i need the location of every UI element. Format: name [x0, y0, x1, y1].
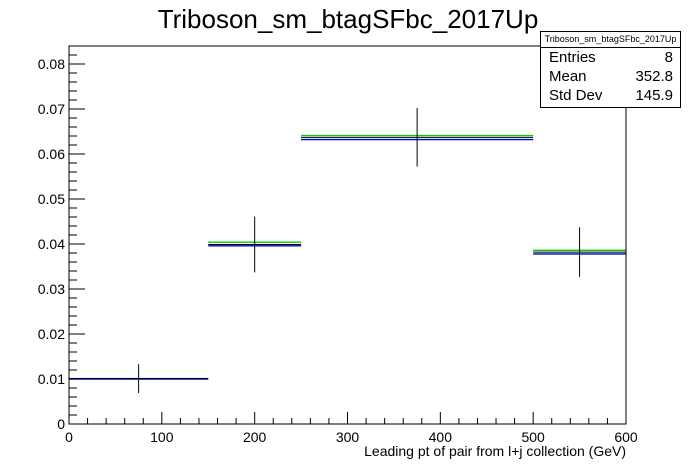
stats-value: 145.9 [635, 87, 673, 104]
y-tick-label: 0.08 [38, 56, 65, 72]
histogram-bins [69, 108, 626, 393]
stats-row-stddev: Std Dev 145.9 [541, 86, 680, 105]
stats-row-mean: Mean 352.8 [541, 67, 680, 86]
x-tick-label: 300 [336, 429, 360, 445]
plot-frame [68, 45, 627, 425]
stats-value: 8 [664, 49, 673, 66]
stats-box-name: Triboson_sm_btagSFbc_2017Up [541, 32, 680, 48]
stats-value: 352.8 [635, 68, 673, 85]
y-tick-label: 0 [57, 416, 65, 432]
stats-box: Triboson_sm_btagSFbc_2017Up Entries 8 Me… [540, 31, 681, 108]
y-tick-label: 0.05 [38, 191, 65, 207]
chart-title: Triboson_sm_btagSFbc_2017Up [157, 4, 539, 34]
stats-label: Entries [549, 49, 596, 66]
x-tick-label: 400 [429, 429, 453, 445]
stats-label: Mean [549, 68, 587, 85]
y-tick-label: 0.07 [38, 101, 65, 117]
y-tick-label: 0.04 [38, 236, 65, 252]
y-tick-label: 0.01 [38, 371, 65, 387]
x-tick-label: 500 [521, 429, 545, 445]
stats-row-entries: Entries 8 [541, 48, 680, 67]
x-axis-label: Leading pt of pair from l+j collection (… [364, 443, 626, 459]
y-tick-label: 0.02 [38, 326, 65, 342]
x-tick-label: 0 [65, 429, 73, 445]
y-tick-label: 0.03 [38, 281, 65, 297]
x-tick-label: 100 [150, 429, 174, 445]
x-tick-label: 600 [614, 429, 638, 445]
axis-ticks: 0 100 200 300 400 500 600 0 0.01 0.02 0.03 0.04 0.05… [38, 45, 638, 445]
stats-label: Std Dev [549, 87, 603, 104]
x-tick-label: 200 [243, 429, 267, 445]
y-tick-label: 0.06 [38, 146, 65, 162]
